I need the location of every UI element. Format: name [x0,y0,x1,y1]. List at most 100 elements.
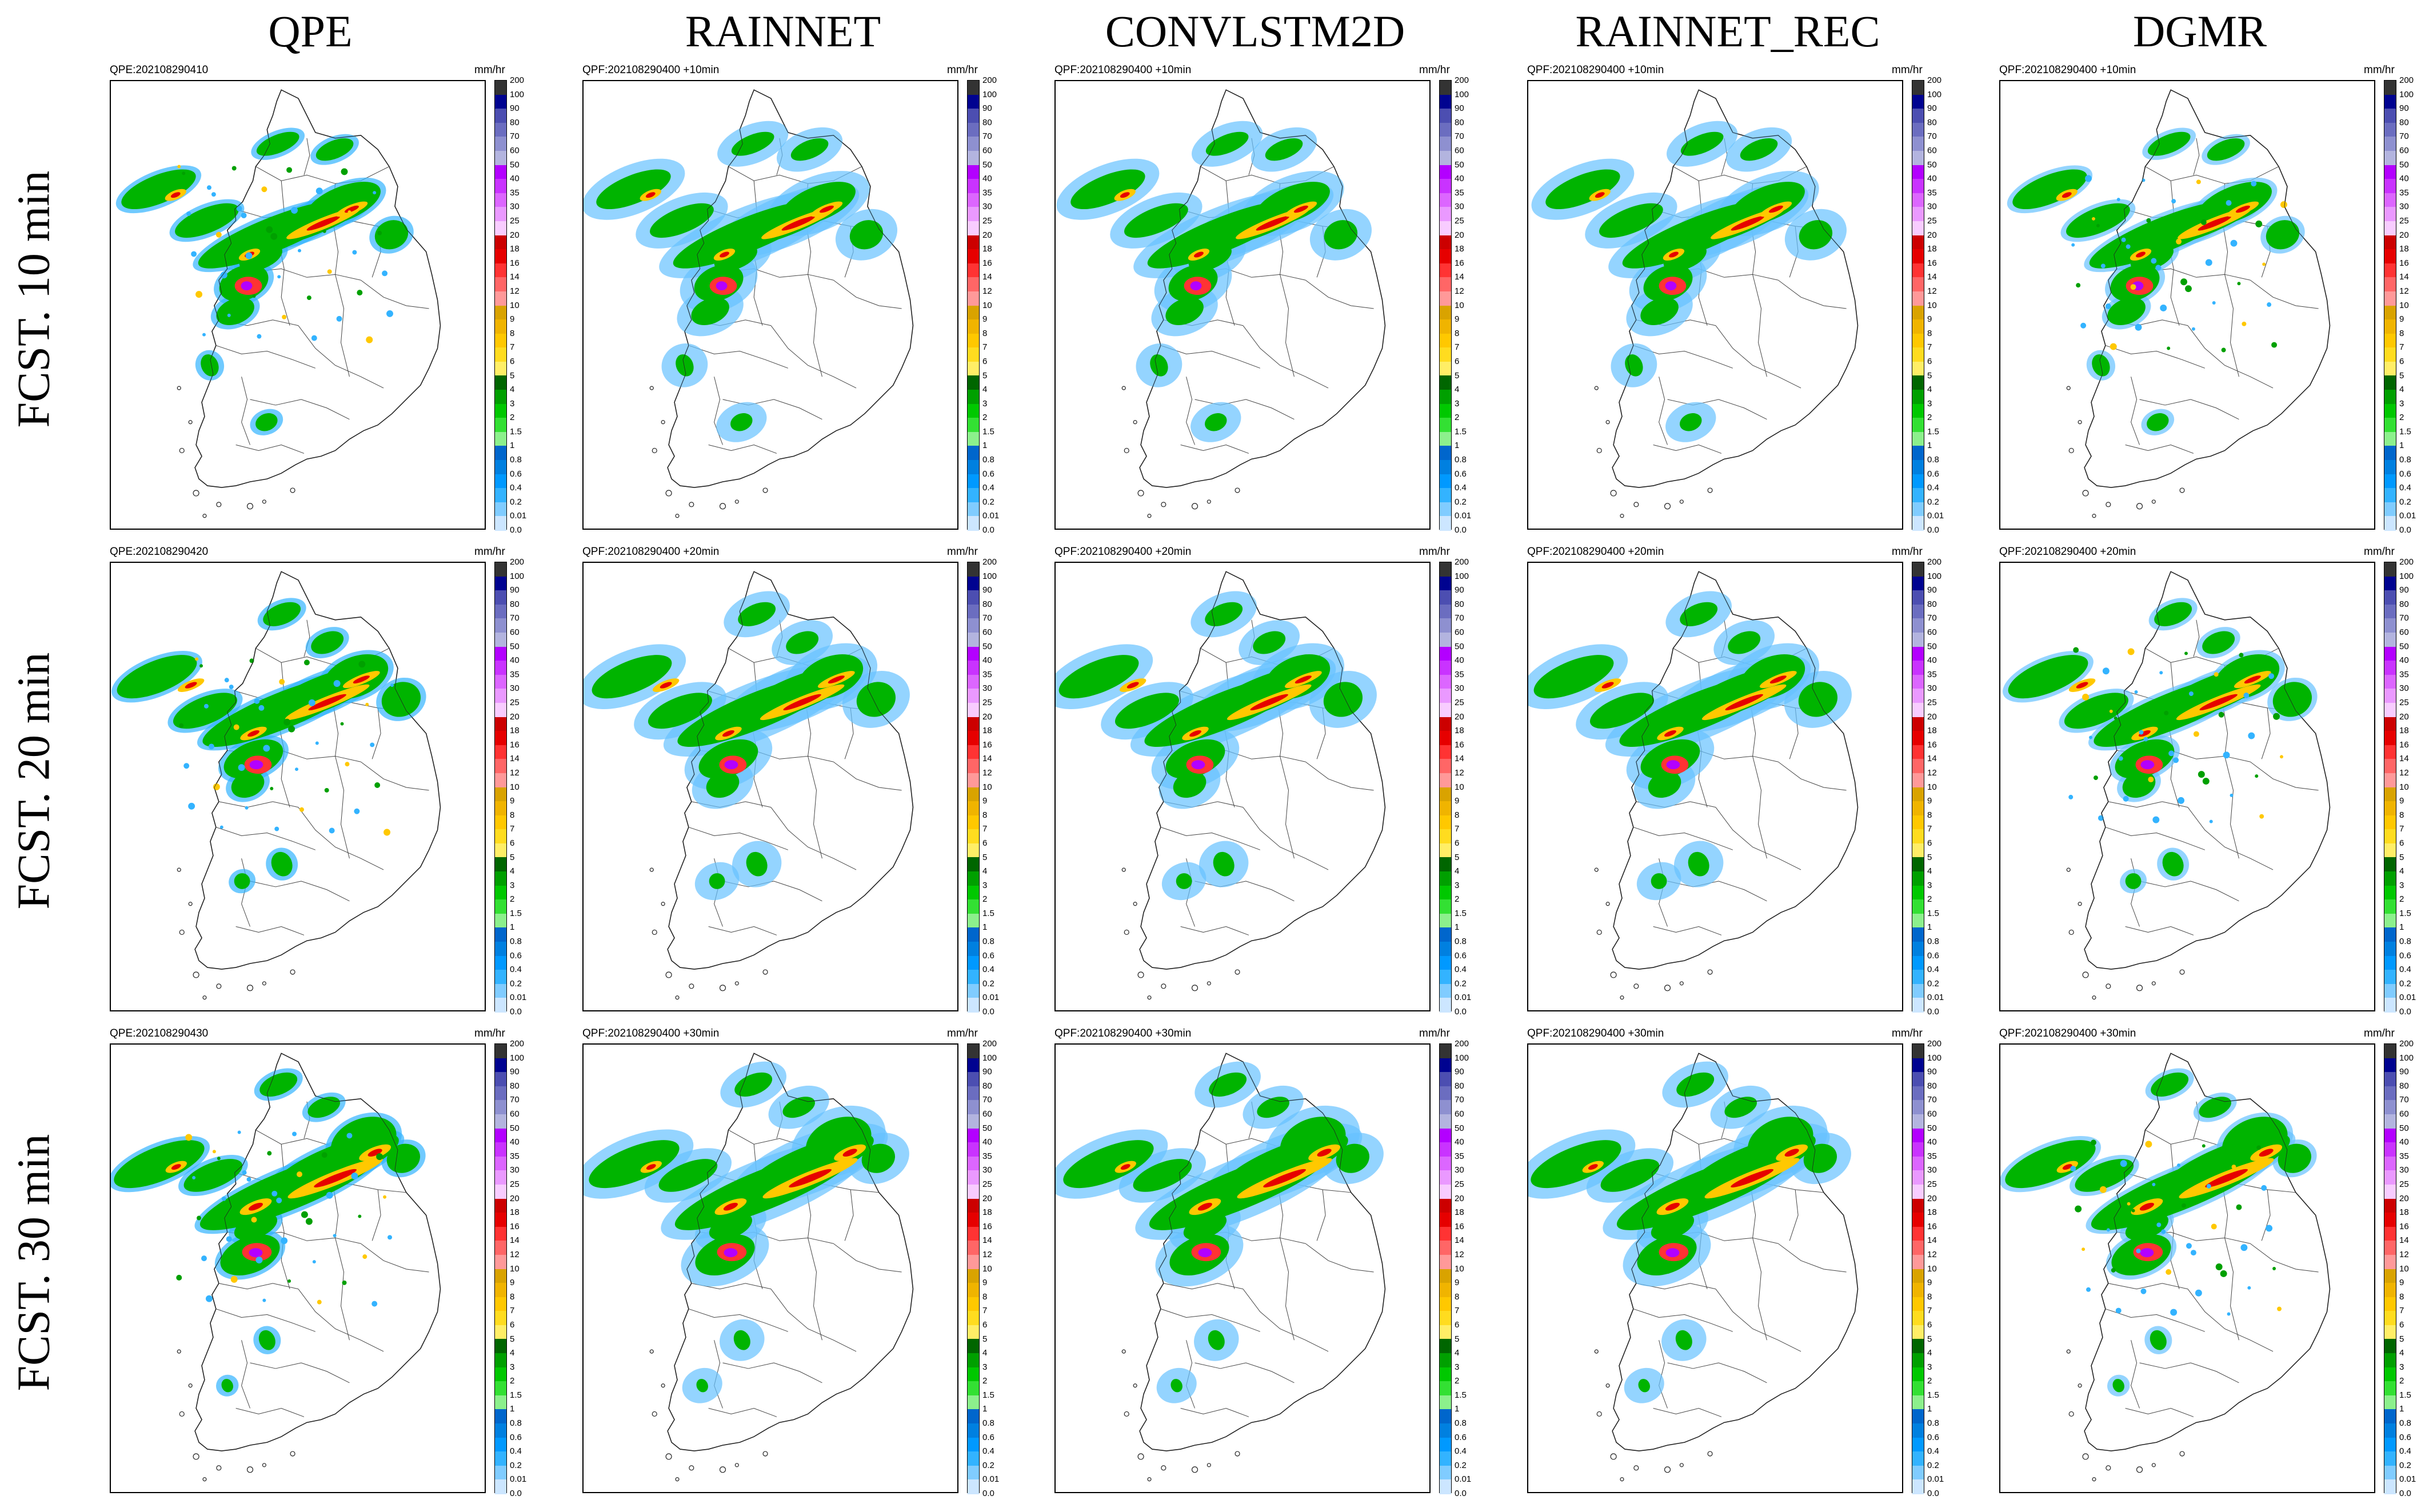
rain-area-moderate [676,354,694,377]
precipitation-map [1999,1043,2375,1493]
colorbar-label: 60 [1455,146,1464,155]
colorbar-label: 0.2 [1927,1460,1939,1470]
colorbar-segment [1912,193,1924,207]
colorbar-label: 7 [982,824,988,834]
colorbar-segment [1912,1325,1924,1340]
colorbar-label: 6 [982,838,988,848]
colorbar-segment [495,1409,506,1424]
colorbar-label: 60 [1927,146,1937,155]
column-title: DGMR [2132,6,2267,56]
colorbar-segment [1440,333,1451,348]
colorbar-segment [1912,1353,1924,1368]
colorbar-segment [2384,94,2396,109]
colorbar-segment [2384,460,2396,475]
colorbar-segment [1440,81,1451,95]
colorbar-label: 200 [510,557,525,567]
rain-area-moderate [734,1072,773,1097]
rain-area-moderate [798,654,864,699]
colorbar-label: 2 [1455,413,1460,423]
colorbar-segment [2384,488,2396,503]
panel-title: QPE:202108290430 [110,1027,209,1039]
colorbar-segment [495,193,506,207]
colorbar-label: 200 [510,75,525,85]
colorbar-label: 18 [1455,1207,1464,1218]
colorbar-label: 5 [1455,852,1460,862]
colorbar-label: 2 [982,413,988,423]
rain-area-moderate [730,413,753,431]
colorbar-segment [1912,1058,1924,1073]
colorbar-label: 200 [982,75,997,85]
colorbar-segment [968,998,979,1013]
colorbar-label: 40 [510,655,520,666]
colorbar-label: 14 [2399,754,2409,764]
colorbar-label: 0.4 [510,1446,522,1457]
rain-area-moderate [306,182,381,226]
colorbar-segment [2384,193,2396,207]
rain-area-moderate [1728,631,1761,654]
colorbar-segment [968,1381,979,1396]
rain-area-moderate [1740,654,1805,699]
colorbar-segment [1912,418,1924,433]
colorbar-label: 9 [2399,1278,2404,1288]
colorbar-segment [2384,942,2396,957]
colorbar [2384,562,2396,1013]
colorbar-label: 18 [510,726,520,736]
colorbar-segment [1440,562,1451,577]
colorbar-segment [1440,235,1451,250]
colorbar-segment [2384,1254,2396,1270]
rain-area-moderate [1255,182,1330,226]
colorbar-label: 10 [1455,782,1464,792]
rain-area-moderate [1676,1072,1715,1097]
colorbar-label: 0.2 [2399,978,2411,989]
colorbar-label: 35 [982,669,992,679]
colorbar-segment [1440,319,1451,334]
colorbar-segment [968,787,979,802]
rain-area-moderate [709,873,725,889]
colorbar-segment [495,1353,506,1368]
colorbar-segment [1912,661,1924,675]
colorbar-segment [1440,1128,1451,1143]
colorbar-label: 1.5 [1927,908,1939,918]
colorbar-label: 25 [510,1179,520,1189]
colorbar-label: 7 [510,1306,515,1316]
colorbar-segment [968,1198,979,1213]
colorbar-label: 0.6 [1455,1432,1467,1442]
colorbar-segment [1440,717,1451,731]
colorbar-segment [968,843,979,858]
rain-area-moderate [1150,354,1168,377]
colorbar-label: 0.6 [1455,469,1467,479]
colorbar-label: 90 [982,1067,992,1077]
colorbar-segment [495,221,506,236]
colorbar-label: 2 [2399,1376,2404,1386]
panel-title: QPF:202108290400 +30min [1054,1027,1192,1039]
colorbar-segment [495,109,506,123]
colorbar-segment [495,1058,506,1073]
colorbar-segment [968,305,979,320]
colorbar-label: 1 [1927,1404,1932,1414]
rain-area-moderate [648,693,712,729]
colorbar-label: 0.4 [982,1446,994,1457]
row-title-text: FCST. 20 min [9,652,59,910]
colorbar-segment [1912,1184,1924,1199]
colorbar-label: 50 [1927,641,1937,651]
colorbar-label: 6 [510,356,515,366]
colorbar-segment [968,1311,979,1326]
rain-area-moderate [1209,1072,1247,1097]
colorbar-label: 0.4 [1455,483,1467,493]
colorbar-segment [2384,1325,2396,1340]
colorbar-segment [1912,702,1924,718]
colorbar-segment [495,249,506,264]
colorbar-label: 20 [510,230,520,240]
colorbar-label: 7 [2399,342,2404,353]
colorbar-label: 50 [982,1123,992,1133]
rain-area-moderate [731,131,774,156]
colorbar-label: 90 [1455,103,1464,114]
colorbar-label: 35 [982,187,992,198]
colorbar [1439,562,1452,1013]
colorbar-segment [1912,1213,1924,1227]
colorbar-segment [968,249,979,264]
colorbar-segment [2384,1058,2396,1073]
map-panel: QPF:202108290400 +20min mm/hr 200 100 90 80 70… [1527,546,1950,1020]
colorbar-segment [968,488,979,503]
colorbar-segment [1440,787,1451,802]
